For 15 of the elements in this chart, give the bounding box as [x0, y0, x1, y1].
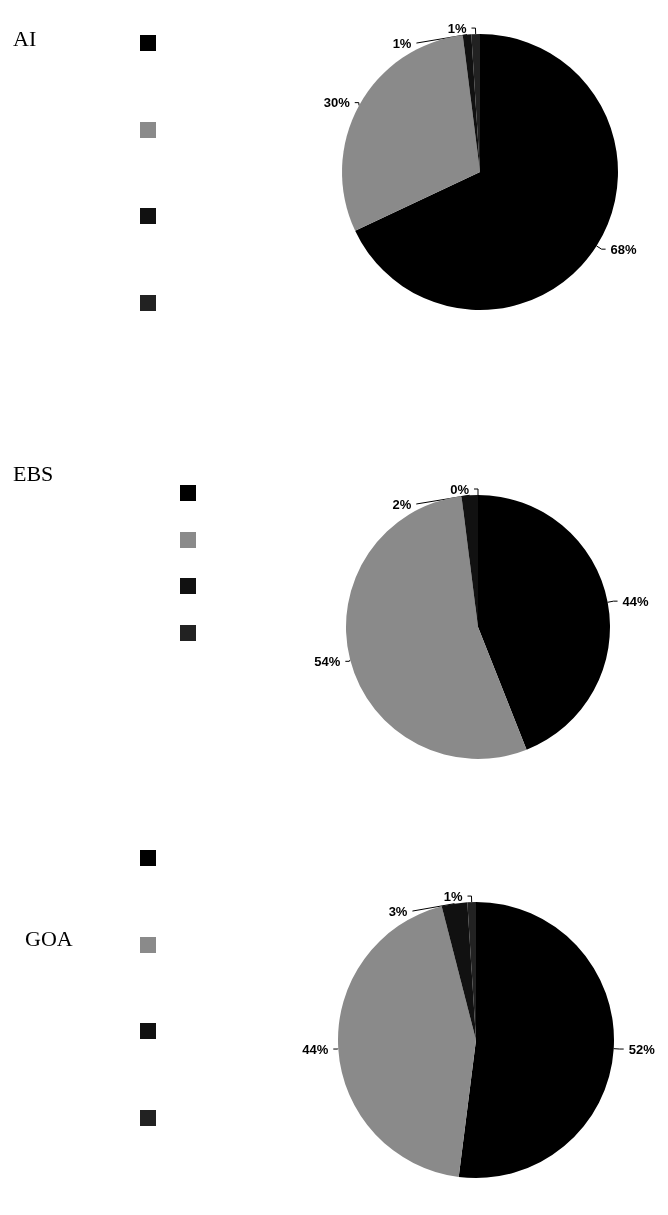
data-label: 44%: [302, 1041, 329, 1057]
data-label: 1%: [447, 20, 467, 36]
data-label: 2%: [392, 496, 412, 512]
text: GOA: [25, 925, 73, 951]
data-label: 1%: [392, 35, 412, 51]
data-label: 3%: [388, 903, 408, 919]
data-label: 54%: [314, 653, 341, 669]
data-label: 68%: [610, 241, 638, 257]
data-label: 44%: [622, 593, 650, 609]
text: AI: [13, 25, 37, 51]
text: 0%: [450, 481, 469, 497]
text: EBS: [13, 460, 54, 486]
data-label: 1%: [443, 888, 463, 904]
data-label: 30%: [323, 95, 351, 111]
data-label: 52%: [628, 1041, 656, 1057]
